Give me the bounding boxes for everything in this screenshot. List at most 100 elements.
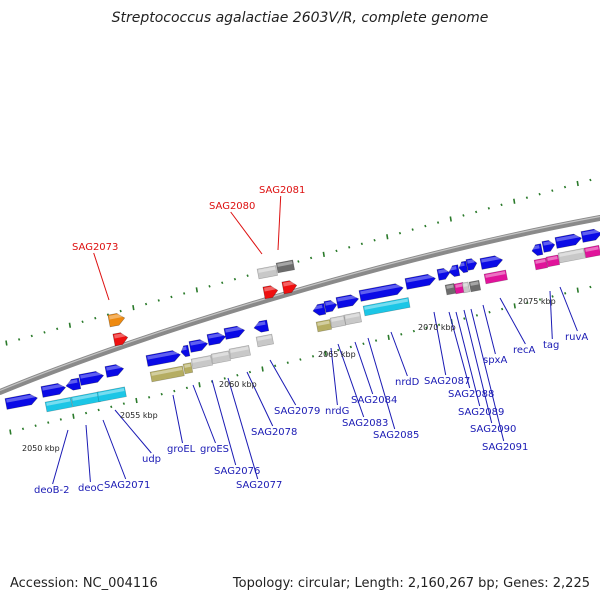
kbp-label: 2050 kbp (22, 444, 60, 453)
gene-label: udp (142, 454, 161, 465)
gene-box (149, 365, 185, 383)
gene-arrow (312, 303, 327, 316)
feature-bar (362, 297, 411, 317)
leader-line (227, 377, 259, 480)
gene-arrow (4, 393, 38, 410)
gene-arrow (78, 371, 105, 386)
inner-tick (374, 339, 378, 342)
gene-arrow (40, 383, 67, 398)
gene-box (461, 281, 471, 294)
gene-label: SAG2076 (214, 466, 260, 477)
inner-tick (185, 386, 189, 390)
inner-tick (538, 298, 542, 301)
gene-label: recA (513, 345, 536, 356)
inner-tick (59, 418, 62, 421)
gene-box (533, 257, 549, 271)
feature-bar (70, 391, 101, 408)
leader-line (277, 195, 282, 251)
gene-label: SAG2091 (482, 442, 528, 453)
gene-box (190, 355, 213, 370)
outer-tick (309, 256, 313, 260)
gene-label: SAG2077 (236, 480, 282, 491)
leader-line (246, 371, 274, 427)
inner-tick (526, 301, 529, 305)
inner-tick (311, 355, 315, 358)
leader-line (230, 211, 263, 255)
leader-line (172, 394, 183, 444)
outer-tick (221, 281, 224, 285)
chromosome-backbone-highlight (0, 215, 600, 392)
outer-tick (233, 277, 237, 281)
outer-tick (81, 320, 84, 324)
kbp-label: 2065 kbp (318, 350, 356, 359)
highlight-gene (112, 332, 129, 347)
highlight-gene (107, 313, 126, 328)
inner-tick (349, 345, 352, 349)
gene-label: spxA (483, 355, 507, 366)
gene-arrow (253, 319, 270, 333)
label-leader-lines (52, 195, 578, 485)
outer-tick (208, 285, 211, 288)
gene-box (210, 350, 231, 365)
gene-arrow (358, 283, 404, 302)
outer-tick (144, 302, 148, 306)
inner-tick (463, 317, 466, 320)
leader-line (433, 311, 447, 376)
outer-tick (182, 292, 186, 295)
inner-tick (223, 377, 226, 380)
gene-arrow (223, 325, 246, 340)
inner-tick (299, 358, 302, 361)
leader-line (192, 384, 216, 444)
outer-tick (436, 221, 440, 224)
gene-box (545, 254, 561, 268)
gene-label: SAG2087 (424, 376, 470, 387)
inner-tick (362, 342, 365, 346)
outer-tick (30, 334, 33, 338)
inner-tick (72, 413, 75, 419)
leader-line (337, 343, 365, 418)
leader-line (85, 424, 91, 483)
inner-tick (400, 332, 403, 336)
inner-tick (9, 429, 12, 435)
outer-tick (513, 198, 516, 204)
inner-tick (160, 392, 163, 396)
gene-arrow (404, 273, 436, 290)
gene-arrow (104, 364, 125, 378)
outer-tick (5, 340, 8, 346)
outer-tick (43, 331, 46, 334)
inner-tick (47, 421, 50, 424)
inner-tick (34, 424, 37, 427)
inner-tick (387, 334, 390, 341)
position-labels: 2050 kbp 2055 kbp 2060 kbp 2065 kbp 2070 kbp… (22, 297, 556, 453)
inner-tick (198, 382, 201, 388)
gene-label: SAG2078 (251, 427, 297, 438)
inner-tick (337, 348, 340, 352)
map-title: Streptococcus agalactiae 2603V/R, comple… (111, 10, 489, 26)
outer-tick (449, 216, 452, 222)
gene-label: SAG2088 (448, 389, 494, 400)
gene-arrow (436, 268, 451, 281)
inner-tick (147, 396, 151, 399)
gene-box (315, 319, 333, 333)
outer-tick (17, 338, 21, 341)
outer-tick (373, 238, 376, 242)
outer-tick (157, 299, 160, 302)
leader-line (354, 341, 374, 395)
gene-label: groEL (167, 444, 196, 455)
gene-arrow (448, 264, 461, 277)
gene-label: SAG2085 (373, 430, 419, 441)
inner-tick (274, 364, 277, 368)
outer-tick (170, 295, 173, 299)
leader-line (367, 337, 396, 430)
outer-tick (94, 316, 97, 320)
gene-label: nrdG (325, 406, 349, 417)
leader-line (455, 311, 481, 407)
leader-line (52, 429, 69, 485)
gene-box (343, 311, 363, 326)
inner-tick (21, 427, 25, 431)
chromosome-backbone (0, 215, 600, 395)
kbp-label: 2060 kbp (219, 380, 257, 389)
outer-tick (335, 249, 338, 253)
inner-tick (286, 361, 289, 364)
outer-tick (360, 242, 364, 246)
